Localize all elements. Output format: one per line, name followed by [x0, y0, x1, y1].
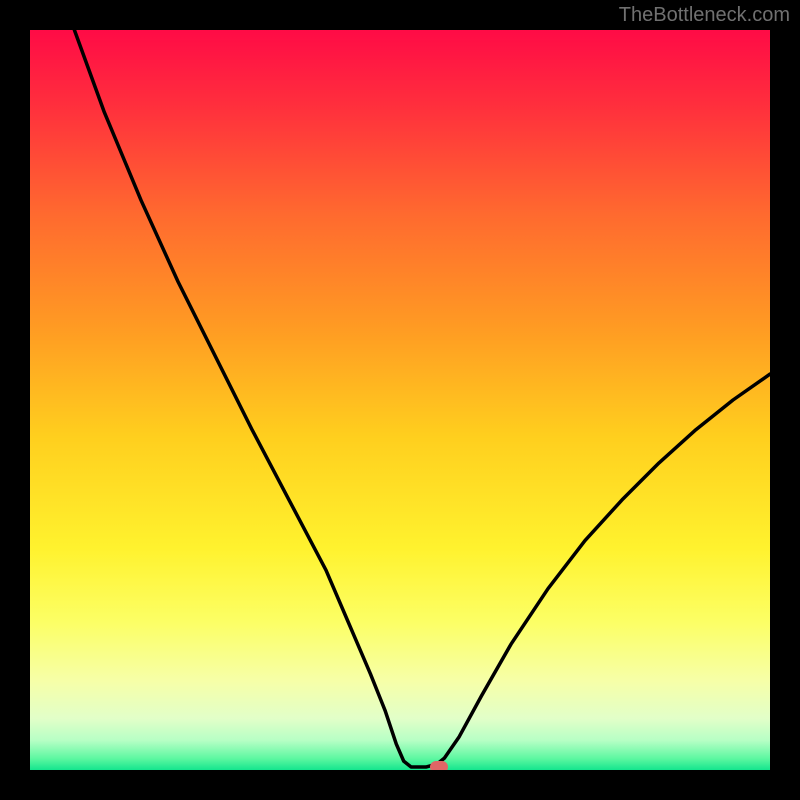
optimum-marker — [430, 761, 448, 770]
plot-area — [30, 30, 770, 770]
chart-frame: TheBottleneck.com — [0, 0, 800, 800]
bottleneck-curve — [30, 30, 770, 770]
watermark-text: TheBottleneck.com — [619, 4, 790, 27]
